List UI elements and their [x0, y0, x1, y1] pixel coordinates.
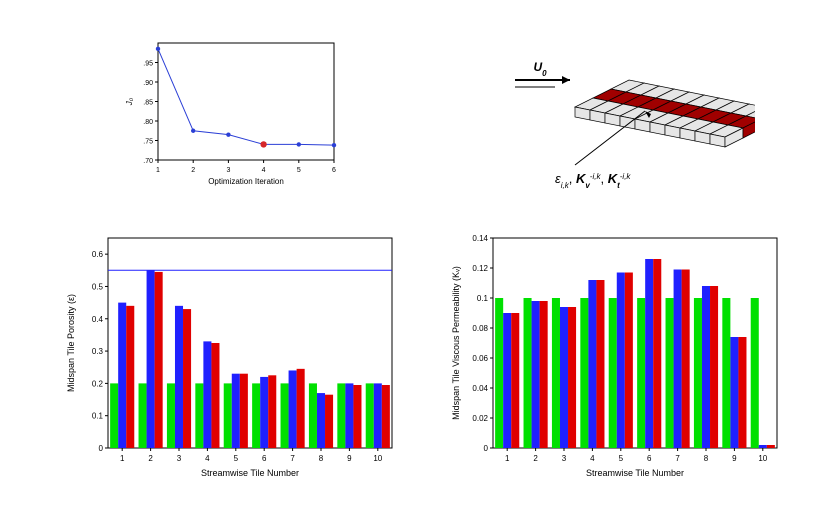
svg-text:2: 2: [191, 167, 195, 174]
svg-text:Midspan Tile Viscous Permeabil: Midspan Tile Viscous Permeability (Kᵥ): [451, 266, 461, 420]
svg-text:3: 3: [562, 454, 567, 463]
svg-text:.95: .95: [143, 61, 153, 68]
porosity-chart: 0 0.1 0.2 0.3 0.4 0.5 0.6 1 2 3 4 5 6 7 8 9 10 Streamwise…: [60, 230, 400, 480]
svg-text:5: 5: [234, 454, 239, 463]
svg-text:.80: .80: [143, 119, 153, 126]
svg-text:0.14: 0.14: [472, 234, 488, 243]
svg-text:3: 3: [226, 167, 230, 174]
schematic-svg: U0 εi,k, Kv-i,k, Kt-i,k: [495, 55, 755, 195]
svg-text:0.6: 0.6: [92, 250, 104, 259]
svg-text:8: 8: [319, 454, 324, 463]
svg-text:0.4: 0.4: [92, 315, 104, 324]
svg-text:.70: .70: [143, 158, 153, 165]
svg-text:9: 9: [347, 454, 352, 463]
svg-text:0.5: 0.5: [92, 282, 104, 291]
svg-text:7: 7: [675, 454, 680, 463]
permeability-chart: 0 0.02 0.04 0.06 0.08 0.1 0.12 0.14 1 2 3 4 5 6 7 8 9 10 S…: [445, 230, 785, 480]
svg-text:8: 8: [704, 454, 709, 463]
svg-text:6: 6: [332, 167, 336, 174]
convergence-svg: .70 .75 .80 .85 .90 .95 1 2 3 4 5 6 Optimization Ite…: [120, 35, 340, 190]
svg-text:εi,k, Kv-i,k, Kt-i,k: εi,k, Kv-i,k, Kt-i,k: [555, 171, 631, 190]
convergence-chart: .70 .75 .80 .85 .90 .95 1 2 3 4 5 6 Optimization Ite…: [120, 35, 340, 190]
svg-text:4: 4: [262, 167, 266, 174]
svg-text:0.3: 0.3: [92, 347, 104, 356]
svg-text:1: 1: [120, 454, 125, 463]
svg-text:Streamwise Tile Number: Streamwise Tile Number: [586, 468, 684, 478]
svg-text:.85: .85: [143, 100, 153, 107]
svg-text:0.1: 0.1: [92, 412, 104, 421]
svg-text:1: 1: [505, 454, 510, 463]
svg-text:5: 5: [619, 454, 624, 463]
svg-text:0.1: 0.1: [477, 294, 489, 303]
svg-text:4: 4: [205, 454, 210, 463]
svg-text:0.2: 0.2: [92, 379, 104, 388]
figure-page: { "convergence_chart": { "type": "line",…: [0, 0, 828, 509]
svg-text:5: 5: [297, 167, 301, 174]
svg-text:0.06: 0.06: [472, 354, 488, 363]
svg-text:Streamwise Tile Number: Streamwise Tile Number: [201, 468, 299, 478]
porosity-svg: 0 0.1 0.2 0.3 0.4 0.5 0.6 1 2 3 4 5 6 7 8 9 10 Streamwise…: [60, 230, 400, 480]
svg-text:U0: U0: [533, 60, 547, 78]
svg-text:6: 6: [647, 454, 652, 463]
svg-text:0: 0: [484, 444, 489, 453]
svg-text:3: 3: [177, 454, 182, 463]
svg-text:0.12: 0.12: [472, 264, 488, 273]
svg-text:9: 9: [732, 454, 737, 463]
svg-text:0.02: 0.02: [472, 414, 488, 423]
svg-text:10: 10: [758, 454, 767, 463]
svg-text:Optimization Iteration: Optimization Iteration: [208, 177, 284, 186]
permeability-svg: 0 0.02 0.04 0.06 0.08 0.1 0.12 0.14 1 2 3 4 5 6 7 8 9 10 S…: [445, 230, 785, 480]
svg-text:Midspan Tile Porosity (ε): Midspan Tile Porosity (ε): [66, 294, 76, 392]
svg-text:0: 0: [99, 444, 104, 453]
svg-text:6: 6: [262, 454, 267, 463]
svg-text:2: 2: [533, 454, 538, 463]
svg-text:0.08: 0.08: [472, 324, 488, 333]
svg-text:2: 2: [148, 454, 153, 463]
svg-text:7: 7: [290, 454, 295, 463]
svg-text:10: 10: [373, 454, 382, 463]
svg-text:4: 4: [590, 454, 595, 463]
schematic-diagram: U0 εi,k, Kv-i,k, Kt-i,k: [495, 55, 755, 195]
svg-text:1: 1: [156, 167, 160, 174]
svg-text:.75: .75: [143, 139, 153, 146]
svg-text:0.04: 0.04: [472, 384, 488, 393]
svg-text:J₀: J₀: [125, 97, 134, 106]
svg-text:.90: .90: [143, 80, 153, 87]
